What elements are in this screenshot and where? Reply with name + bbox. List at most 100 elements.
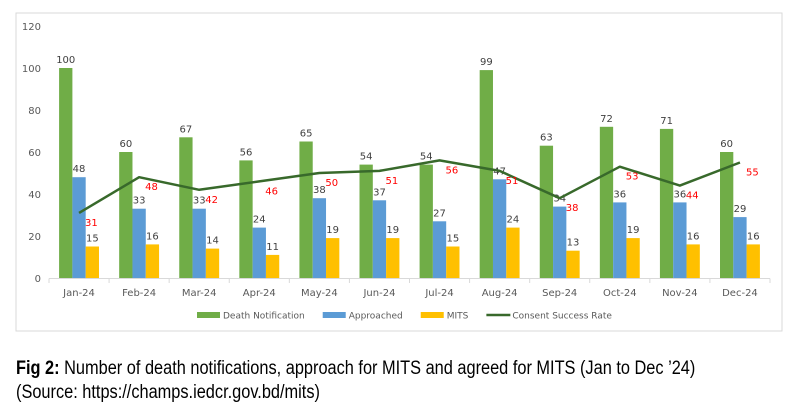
bar-death-notification bbox=[119, 152, 133, 278]
bar-value-label: 60 bbox=[720, 139, 733, 150]
bar-value-label: 100 bbox=[56, 55, 75, 66]
bar-value-label: 60 bbox=[119, 139, 132, 150]
bar-mits bbox=[386, 238, 400, 278]
bar-mits bbox=[265, 254, 280, 278]
legend-swatch bbox=[322, 312, 346, 318]
line-value-label: 53 bbox=[626, 172, 639, 183]
bar-value-label: 19 bbox=[627, 225, 640, 236]
bar-value-label: 19 bbox=[386, 225, 399, 236]
bar-mits bbox=[85, 246, 99, 278]
bar-value-label: 36 bbox=[613, 189, 626, 200]
x-tick-label: Mar-24 bbox=[182, 288, 217, 299]
line-value-label: 42 bbox=[205, 195, 218, 206]
bar-mits bbox=[566, 250, 580, 278]
bar-value-label: 38 bbox=[313, 185, 326, 196]
y-tick-label: 0 bbox=[35, 274, 41, 285]
legend-item: Consent Success Rate bbox=[486, 312, 612, 322]
legend: Death Notification Approached MITS Consent … bbox=[197, 312, 612, 322]
y-tick-label: 60 bbox=[28, 148, 41, 159]
line-value-label: 56 bbox=[446, 165, 459, 176]
bar-value-label: 56 bbox=[240, 147, 253, 158]
bar-value-label: 16 bbox=[687, 231, 700, 242]
bar-death-notification bbox=[599, 126, 614, 278]
legend-label: Death Notification bbox=[223, 312, 305, 322]
line-data-labels: 31 48 42 46 50 51 56 51 38 53 44 55 bbox=[85, 165, 759, 229]
x-tick-label: Jun-24 bbox=[362, 288, 395, 299]
bar-approached bbox=[372, 200, 387, 278]
bar-data-labels: 100 60 67 56 65 54 54 99 63 72 71 60 48 33 33 24 38 37 27 4… bbox=[56, 55, 759, 253]
line-consent-success-rate bbox=[78, 159, 741, 214]
figure-label: Fig 2: bbox=[16, 358, 60, 379]
x-tick-label: Aug-24 bbox=[482, 288, 518, 299]
legend-item: Death Notification bbox=[197, 312, 305, 322]
bar-value-label: 11 bbox=[266, 242, 279, 253]
bar-mits bbox=[145, 244, 160, 278]
x-axis: Jan-24 Feb-24 Mar-24 Apr-24 May-24 Jun-24 Jul-… bbox=[48, 278, 771, 299]
bar-mits bbox=[205, 248, 220, 278]
bar-value-label: 33 bbox=[193, 196, 206, 207]
line-value-label: 48 bbox=[145, 182, 158, 193]
bar-value-label: 15 bbox=[86, 234, 99, 245]
bar-mits bbox=[626, 238, 640, 278]
bar-value-label: 65 bbox=[300, 129, 313, 140]
bar-value-label: 15 bbox=[446, 234, 459, 245]
bar-value-label: 19 bbox=[326, 225, 339, 236]
bar-mits bbox=[746, 244, 760, 278]
bar-approached bbox=[432, 221, 447, 278]
y-tick-label: 100 bbox=[22, 64, 41, 75]
bar-death-notification bbox=[539, 145, 554, 278]
line-series bbox=[78, 159, 741, 214]
bar-approached bbox=[312, 198, 327, 278]
bar-death-notification bbox=[179, 137, 193, 278]
line-value-label: 31 bbox=[85, 218, 98, 229]
bar-value-label: 14 bbox=[206, 236, 219, 247]
line-value-label: 44 bbox=[686, 191, 699, 202]
bar-death-notification bbox=[720, 152, 734, 278]
bar-value-label: 54 bbox=[420, 152, 433, 163]
bar-value-label: 99 bbox=[480, 57, 493, 68]
bar-value-label: 71 bbox=[660, 116, 673, 127]
bar-value-label: 16 bbox=[146, 231, 159, 242]
y-tick-label: 20 bbox=[28, 232, 41, 243]
bar-death-notification bbox=[59, 68, 73, 278]
figure-caption: Fig 2: Number of death notifications, ap… bbox=[16, 358, 695, 380]
y-tick-label: 80 bbox=[28, 106, 41, 117]
x-tick-label: Dec-24 bbox=[722, 288, 758, 299]
bar-mits bbox=[506, 227, 520, 278]
bar-value-label: 36 bbox=[674, 189, 687, 200]
line-value-label: 46 bbox=[265, 186, 278, 197]
legend-item: MITS bbox=[420, 312, 469, 322]
bar-value-label: 13 bbox=[567, 238, 580, 249]
bar-death-notification bbox=[419, 164, 433, 278]
bar-value-label: 33 bbox=[133, 196, 146, 207]
bar-value-label: 54 bbox=[360, 152, 373, 163]
bar-approached bbox=[553, 206, 567, 278]
bar-death-notification bbox=[239, 160, 253, 278]
bar-value-label: 37 bbox=[373, 187, 386, 198]
legend-label: Approached bbox=[349, 312, 403, 322]
bar-value-label: 24 bbox=[507, 215, 520, 226]
bar-death-notification bbox=[479, 70, 493, 278]
legend-swatch bbox=[420, 312, 444, 318]
bar-mits bbox=[446, 246, 460, 278]
bar-value-label: 63 bbox=[540, 133, 553, 144]
y-tick-label: 40 bbox=[28, 190, 41, 201]
figure-caption-text: Number of death notifications, approach … bbox=[59, 358, 696, 379]
bar-approached bbox=[132, 208, 146, 278]
bar-approached bbox=[72, 177, 86, 278]
bar-value-label: 29 bbox=[734, 204, 747, 215]
line-value-label: 51 bbox=[385, 176, 398, 187]
bar-value-label: 27 bbox=[433, 208, 446, 219]
bar-approached bbox=[492, 179, 507, 278]
x-tick-label: Feb-24 bbox=[122, 288, 156, 299]
x-tick-label: Jan-24 bbox=[62, 288, 95, 299]
bar-approached bbox=[613, 202, 627, 278]
x-tick-label: Jul-24 bbox=[424, 288, 453, 299]
y-axis: 0 20 40 60 80 100 120 bbox=[22, 22, 41, 285]
bar-approached bbox=[192, 208, 206, 278]
bar-value-label: 48 bbox=[73, 164, 86, 175]
bar-approached bbox=[673, 202, 687, 278]
bar-death-notification bbox=[299, 141, 313, 278]
bar-approached bbox=[733, 217, 747, 278]
bar-death-notification bbox=[659, 128, 674, 278]
